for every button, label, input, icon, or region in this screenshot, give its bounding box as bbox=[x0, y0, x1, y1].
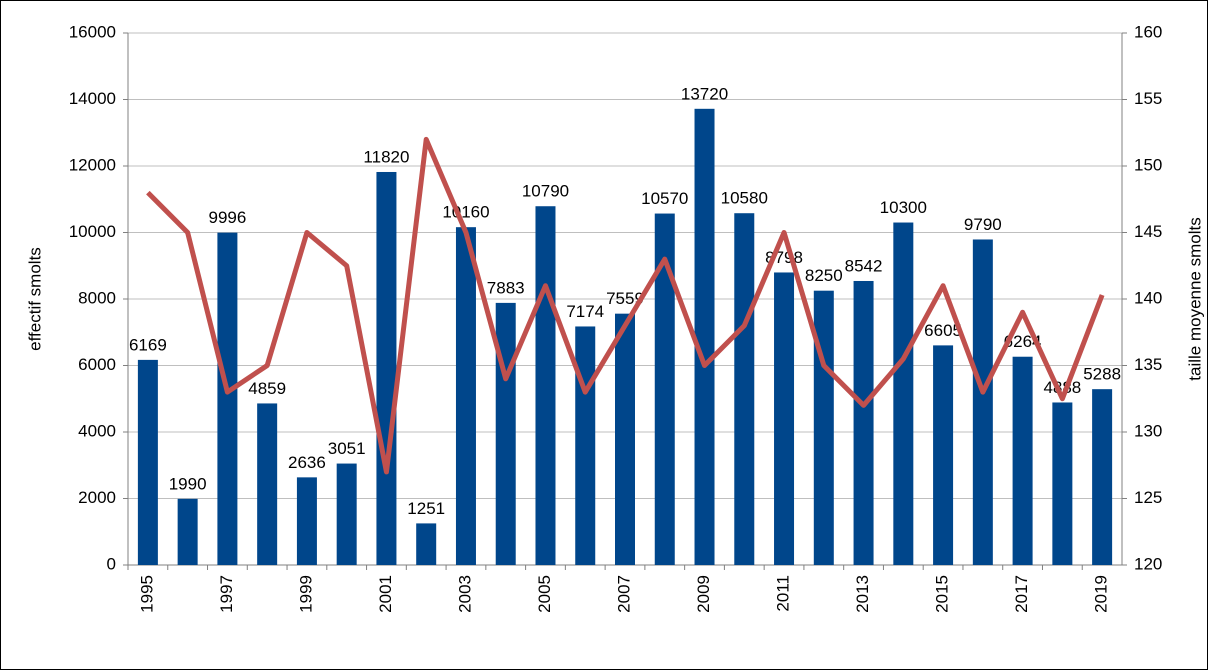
bar bbox=[774, 272, 795, 565]
bar bbox=[217, 232, 238, 565]
bar bbox=[654, 213, 675, 566]
y-tick-label: 10000 bbox=[69, 222, 116, 241]
data-label: 2636 bbox=[288, 453, 326, 472]
bar bbox=[137, 359, 158, 565]
y2-tick-label: 125 bbox=[1134, 488, 1162, 507]
y-tick-label: 16000 bbox=[69, 22, 116, 41]
data-label: 3051 bbox=[328, 439, 366, 458]
x-tick-label: 2003 bbox=[455, 575, 474, 613]
data-label: 9790 bbox=[964, 215, 1002, 234]
x-tick-label: 2015 bbox=[933, 575, 952, 613]
bar bbox=[257, 403, 278, 565]
y-tick-label: 14000 bbox=[69, 89, 116, 108]
y2-tick-label: 135 bbox=[1134, 355, 1162, 374]
x-tick-label: 1999 bbox=[296, 575, 315, 613]
bar bbox=[734, 213, 755, 565]
y-tick-label: 8000 bbox=[78, 288, 116, 307]
data-label: 4859 bbox=[248, 379, 286, 398]
bar bbox=[615, 313, 635, 565]
bar bbox=[813, 290, 834, 565]
y2-tick-label: 160 bbox=[1134, 22, 1162, 41]
y2-tick-label: 155 bbox=[1134, 89, 1162, 108]
x-tick-label: 2007 bbox=[614, 575, 633, 613]
y2-tick-label: 150 bbox=[1134, 155, 1162, 174]
y2-axis-label: taille moyenne smolts bbox=[1185, 217, 1204, 380]
data-label: 6605 bbox=[924, 321, 962, 340]
bar bbox=[535, 206, 556, 566]
bar bbox=[1092, 389, 1113, 565]
data-label: 11820 bbox=[363, 147, 409, 166]
bar bbox=[455, 227, 476, 565]
data-label: 9996 bbox=[208, 208, 246, 227]
x-tick-label: 2017 bbox=[1012, 575, 1031, 613]
data-label: 8250 bbox=[805, 266, 843, 285]
x-tick-label: 1995 bbox=[137, 575, 156, 613]
y2-tick-label: 145 bbox=[1134, 222, 1162, 241]
bar bbox=[933, 345, 954, 565]
bar bbox=[853, 280, 874, 565]
data-label: 10790 bbox=[522, 182, 569, 201]
bar bbox=[972, 239, 993, 566]
bar bbox=[575, 326, 596, 565]
x-tick-label: 2009 bbox=[694, 575, 713, 613]
x-tick-label: 2011 bbox=[774, 575, 793, 612]
y-axis-label: effectif smolts bbox=[25, 247, 44, 351]
data-label: 13720 bbox=[681, 84, 728, 103]
data-label: 8542 bbox=[845, 256, 883, 275]
data-label: 5288 bbox=[1083, 365, 1121, 384]
y2-tick-label: 140 bbox=[1134, 288, 1162, 307]
y-tick-label: 4000 bbox=[78, 421, 116, 440]
x-tick-label: 2001 bbox=[376, 575, 395, 613]
bar bbox=[893, 222, 914, 565]
bar bbox=[495, 302, 516, 565]
bar bbox=[336, 463, 357, 565]
data-label: 10160 bbox=[442, 203, 489, 222]
y-tick-label: 0 bbox=[107, 554, 116, 573]
y-tick-label: 12000 bbox=[69, 155, 116, 174]
data-label: 10580 bbox=[721, 189, 768, 208]
bar bbox=[296, 477, 317, 565]
y-tick-label: 6000 bbox=[78, 355, 116, 374]
data-label: 6169 bbox=[129, 335, 167, 354]
data-label: 1251 bbox=[407, 499, 445, 518]
data-label: 7174 bbox=[566, 302, 604, 321]
bar bbox=[416, 523, 437, 565]
x-tick-label: 1997 bbox=[217, 575, 236, 613]
line bbox=[146, 136, 1105, 475]
data-label: 1990 bbox=[169, 474, 207, 493]
bar bbox=[177, 498, 198, 565]
y2-tick-label: 120 bbox=[1134, 554, 1162, 573]
y2-tick-label: 130 bbox=[1134, 421, 1162, 440]
x-tick-label: 2005 bbox=[535, 575, 554, 613]
x-tick-label: 2013 bbox=[853, 575, 872, 613]
x-tick-label: 2019 bbox=[1092, 575, 1111, 613]
data-label: 10570 bbox=[641, 189, 688, 208]
bar bbox=[694, 108, 715, 565]
y-tick-label: 2000 bbox=[78, 488, 116, 507]
data-label: 10300 bbox=[880, 198, 927, 217]
bar bbox=[1052, 402, 1073, 565]
bar bbox=[1012, 356, 1033, 565]
data-label: 7883 bbox=[487, 278, 525, 297]
data-label: 7559 bbox=[606, 289, 644, 308]
bar bbox=[376, 171, 397, 566]
